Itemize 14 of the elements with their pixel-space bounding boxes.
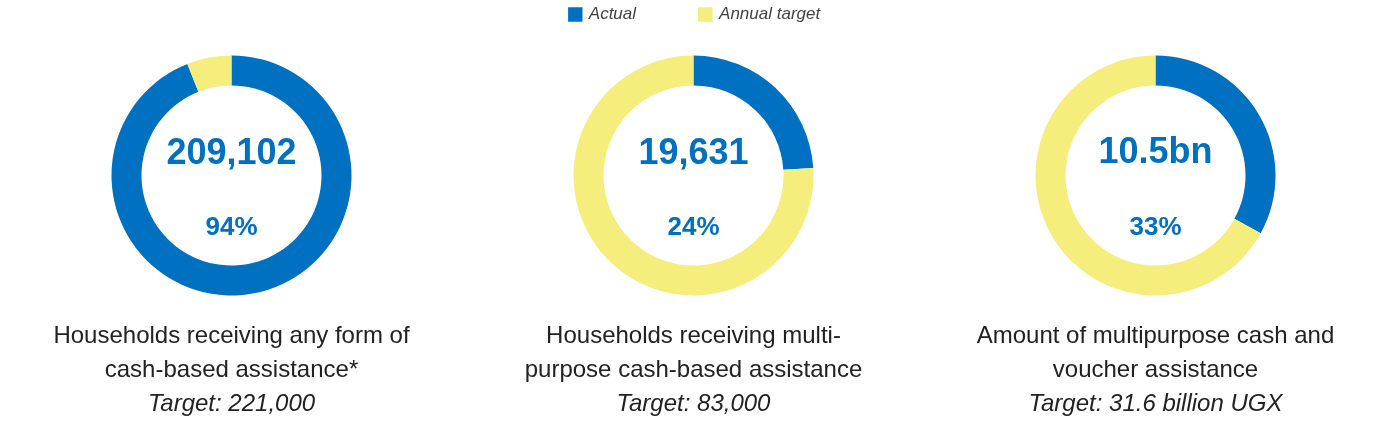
text: 209,102 — [166, 130, 297, 172]
text: Amount of multipurpose cash and voucher assistance — [976, 321, 1335, 382]
legend-label: Actual — [588, 4, 637, 24]
legend-label: Annual target — [719, 4, 821, 24]
text: 19,631 — [638, 130, 749, 172]
text: Target: 83,000 — [616, 389, 772, 416]
text: 33% — [1129, 210, 1182, 241]
text: Households receiving any form of cash-based assistance* — [53, 321, 410, 382]
text: 94% — [205, 210, 258, 241]
text: Households receiving multi-purpose cash-based assistance — [524, 321, 863, 382]
text: 24% — [667, 210, 720, 241]
text: Target: 221,000 — [147, 389, 316, 416]
text: 10.5bn — [1098, 130, 1213, 171]
text: Target: 31.6 billion UGX — [1028, 389, 1284, 416]
